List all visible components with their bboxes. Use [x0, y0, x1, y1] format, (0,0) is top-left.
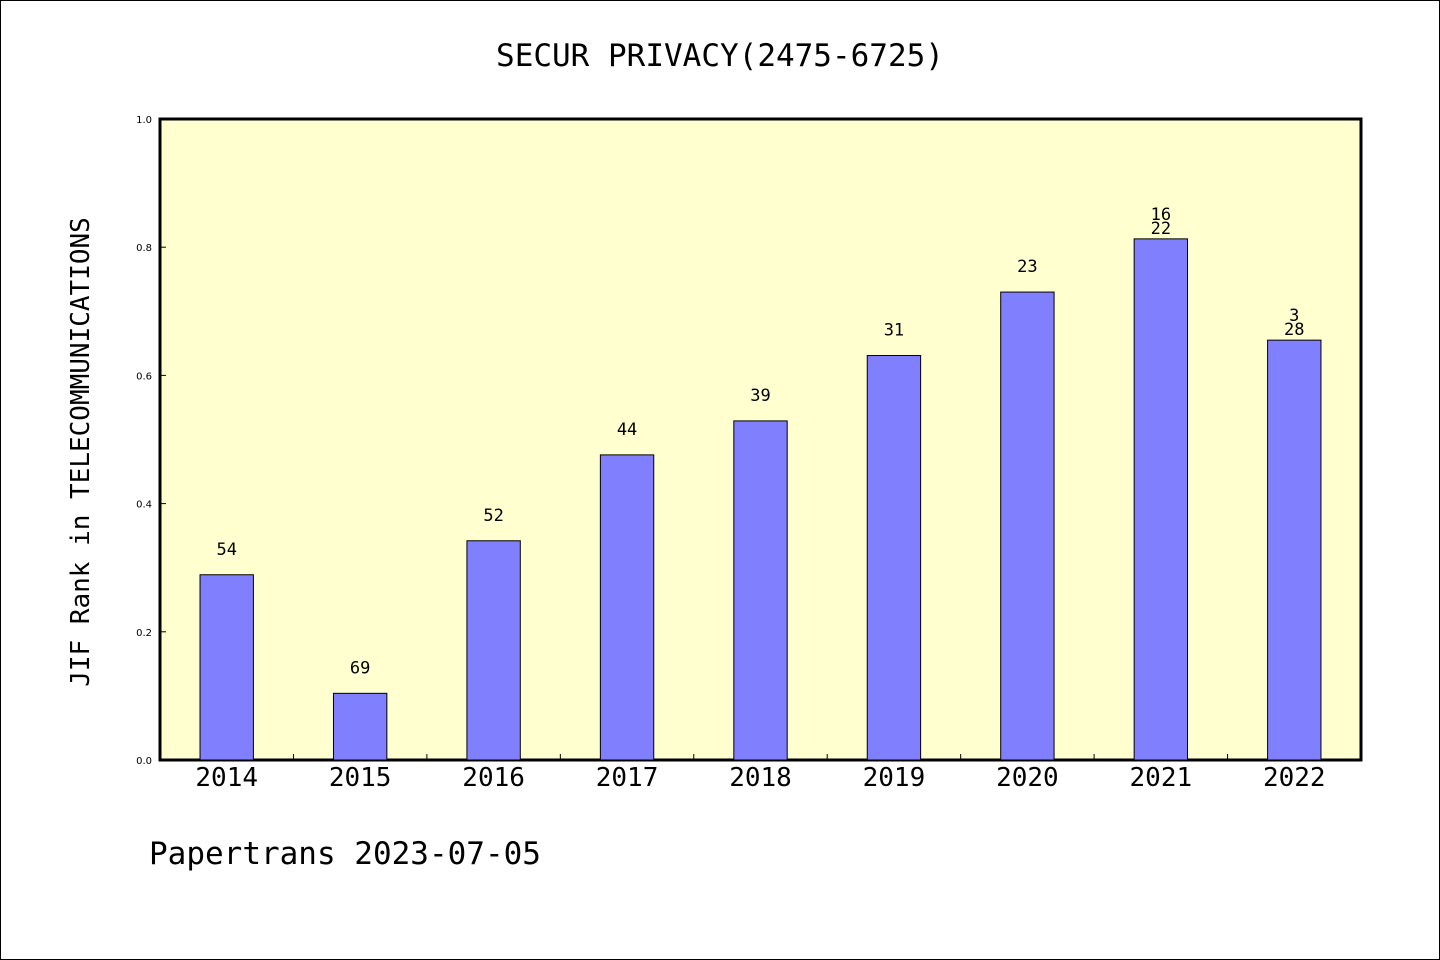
bar-2018: [733, 420, 788, 761]
bar-2022: [1267, 339, 1322, 761]
x-axis-ticks: 2014 2015 2016 2017 2018 2019 2020 2021 2022: [195, 754, 1326, 793]
bar-data-label: 16: [1151, 205, 1171, 225]
bar-2016: [466, 540, 521, 761]
y-tick-label: 0.0: [136, 756, 152, 767]
x-tick-label: 2020: [996, 763, 1059, 793]
x-tick-label: 2017: [596, 763, 659, 793]
x-tick-label: 2018: [729, 763, 792, 793]
bar-2017: [599, 454, 655, 761]
bar-data-label: 31: [884, 321, 904, 341]
y-tick-label: 0.6: [136, 371, 152, 382]
bar-data-label: 39: [750, 386, 770, 406]
y-tick-label: 0.2: [136, 628, 152, 639]
bar-2014: [199, 574, 254, 761]
x-tick-label: 2015: [329, 763, 392, 793]
footer-text: Papertrans 2023-07-05: [149, 836, 541, 872]
bar-data-label: 69: [350, 658, 370, 678]
y-axis-label: JIF Rank in TELECOMMUNICATIONS: [66, 217, 96, 687]
bar-2015: [332, 692, 388, 761]
x-tick-label: 2014: [195, 763, 258, 793]
bar-data-label: 3: [1289, 306, 1299, 326]
bar-data-label: 22: [1151, 219, 1171, 239]
x-tick-label: 2019: [863, 763, 926, 793]
y-axis-ticks: 0.0 0.2 0.4 0.6 0.8 1.0: [136, 115, 166, 767]
bar-2019: [866, 355, 922, 761]
bar-2021: [1133, 238, 1189, 761]
y-tick-label: 0.8: [136, 243, 152, 254]
bar-data-label: 44: [617, 420, 637, 440]
bar-data-label: 54: [216, 540, 236, 560]
y-tick-label: 1.0: [136, 115, 152, 126]
x-tick-label: 2021: [1130, 763, 1193, 793]
chart-title: SECUR PRIVACY(2475-6725): [496, 38, 944, 74]
bar-data-label: 52: [483, 506, 503, 526]
y-tick-label: 0.4: [136, 500, 152, 511]
x-tick-label: 2022: [1263, 763, 1326, 793]
x-tick-label: 2016: [462, 763, 525, 793]
bars: [199, 238, 1322, 761]
bar-2020: [1000, 291, 1055, 761]
bar-data-label: 28: [1284, 320, 1304, 340]
bar-data-label: 23: [1017, 257, 1037, 277]
